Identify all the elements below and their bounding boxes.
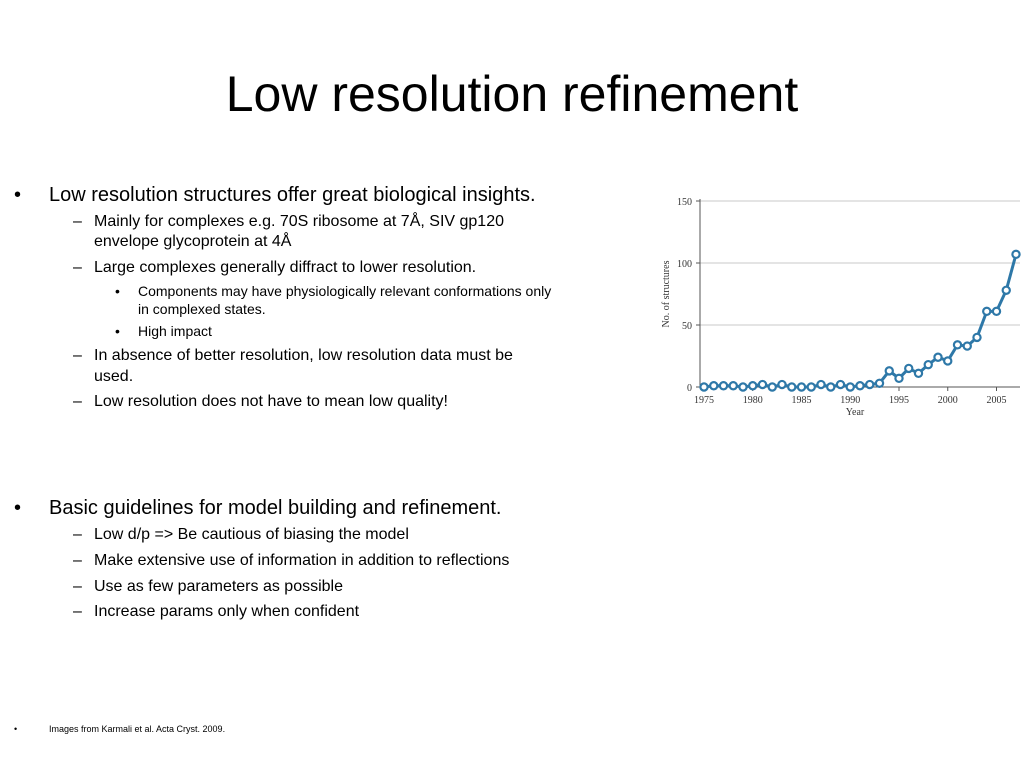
data-point (865, 379, 875, 390)
sub-sub-bullet-text: in complexed states. (138, 301, 266, 317)
sub-bullet-text: Use as few parameters as possible (94, 578, 343, 595)
y-tick-label: 0 (687, 383, 692, 394)
data-point (777, 379, 787, 390)
data-point (855, 381, 865, 391)
data-point (972, 332, 982, 343)
data-point (816, 379, 826, 390)
slide-title: Low resolution refinement (225, 66, 799, 122)
x-tick-label: 2000 (938, 395, 958, 406)
x-tick-label: 1995 (889, 395, 909, 406)
data-point (806, 382, 816, 392)
sub-bullet-marker: – (73, 213, 82, 230)
sub-bullet-text: Increase params only when confident (94, 603, 360, 620)
data-point (1011, 249, 1021, 260)
data-point (748, 381, 758, 391)
y-tick-label: 150 (677, 197, 692, 208)
sub-bullet-text: envelope glycoprotein at 4Å (94, 233, 292, 250)
data-point (699, 382, 709, 392)
x-axis-label: Year (846, 407, 865, 418)
sub-sub-bullet-marker: • (115, 323, 120, 339)
data-point (835, 379, 846, 390)
sub-sub-bullet-text: Components may have physiologically rele… (138, 283, 552, 299)
sub-bullet-text: Make extensive use of information in add… (94, 552, 510, 569)
sub-bullet-text: Low d/p => Be cautious of biasing the mo… (94, 526, 409, 543)
data-point (757, 379, 768, 390)
data-point (874, 378, 885, 388)
sub-bullet-marker: – (73, 347, 82, 364)
bullet-marker: • (14, 497, 22, 519)
bullet-text: Basic guidelines for model building and … (49, 497, 502, 519)
footnote-marker: • (14, 724, 18, 734)
x-tick-label: 1980 (743, 395, 763, 406)
sub-bullet-marker: – (73, 578, 82, 595)
data-point (796, 382, 807, 392)
sub-bullet-text: Large complexes generally diffract to lo… (94, 259, 477, 276)
data-point (913, 368, 924, 379)
data-point (826, 382, 836, 392)
sub-bullet-marker: – (73, 603, 82, 620)
sub-bullet-text: Mainly for complexes e.g. 70S ribosome a… (94, 213, 504, 230)
series-line (703, 253, 1018, 389)
bullet-marker: • (14, 184, 22, 206)
data-point (787, 382, 797, 392)
sub-bullet-text: In absence of better resolution, low res… (94, 347, 513, 364)
data-point (991, 306, 1002, 317)
data-point (904, 363, 914, 374)
bullet-text: Low resolution structures offer great bi… (49, 184, 536, 206)
data-point (728, 381, 738, 391)
data-point (1001, 285, 1011, 295)
data-point (738, 382, 748, 392)
data-point (952, 340, 963, 350)
sub-bullet-marker: – (73, 259, 82, 276)
sub-sub-bullet-marker: • (115, 283, 120, 299)
sub-bullet-marker: – (73, 552, 82, 569)
data-point (845, 382, 855, 392)
chart: 0 50 100 150 1975 1980 1985 1990 1995 2000 2005 Yea… (661, 197, 1021, 418)
x-tick-label: 1990 (840, 395, 860, 406)
data-point (767, 382, 777, 392)
sub-bullet-text: used. (94, 368, 134, 385)
data-point (982, 306, 992, 317)
data-point (709, 381, 719, 391)
data-point (933, 352, 943, 362)
data-point (884, 366, 894, 376)
footnote-text: Images from Karmali et al. Acta Cryst. 2… (49, 724, 226, 734)
data-point (923, 359, 933, 370)
sub-bullet-marker: – (73, 526, 82, 543)
y-tick-label: 100 (677, 259, 692, 270)
x-tick-label: 2005 (987, 395, 1007, 406)
data-point (718, 381, 729, 391)
data-point (962, 341, 972, 351)
x-tick-label: 1985 (792, 395, 812, 406)
x-tick-label: 1975 (694, 395, 714, 406)
sub-bullet-marker: – (73, 393, 82, 410)
y-tick-label: 50 (682, 321, 692, 332)
y-axis-label: No. of structures (661, 260, 672, 327)
sub-bullet-text: Low resolution does not have to mean low… (94, 393, 448, 410)
sub-sub-bullet-text: High impact (138, 323, 212, 339)
data-point (894, 373, 904, 384)
data-point (943, 356, 953, 366)
